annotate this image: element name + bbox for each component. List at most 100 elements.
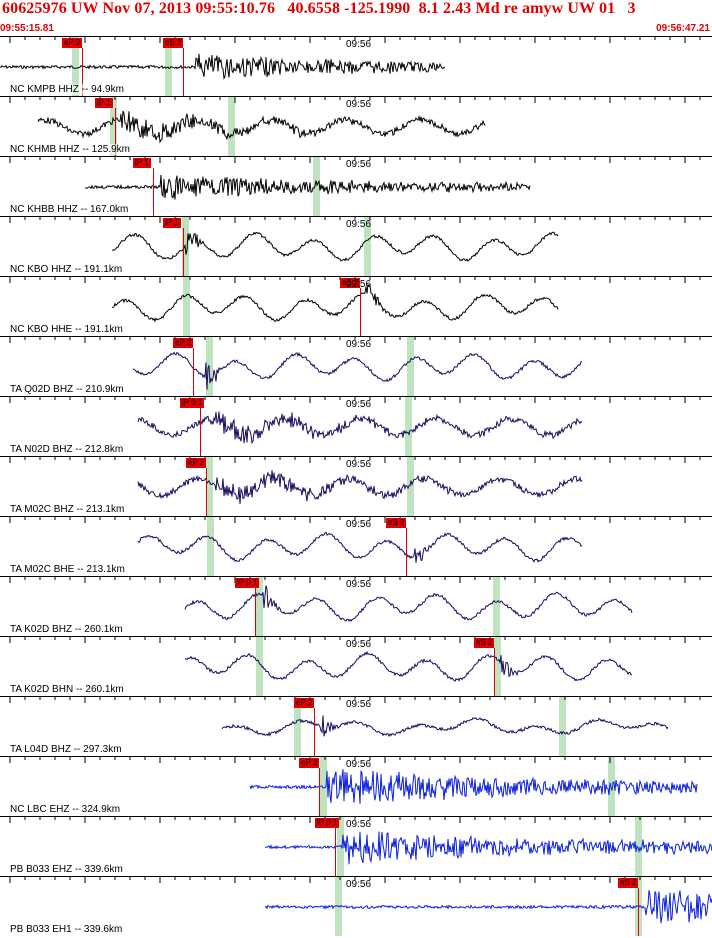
- phase-pick-flag[interactable]: eP 2: [294, 698, 315, 708]
- waveform-trace: [137, 470, 583, 505]
- waveform-trace: [37, 110, 486, 144]
- waveform-trace: [137, 531, 583, 563]
- phase-window-marker: [559, 697, 566, 756]
- trace-panel[interactable]: iP 1 09:56 NC KHMB HHZ -- 125.9km: [0, 96, 712, 156]
- time-tick-label: 09:56: [346, 759, 372, 770]
- phase-window-marker: [493, 577, 500, 636]
- station-label: NC KHMB HHZ -- 125.9km: [10, 144, 131, 155]
- time-start-label: 09:55:15.81: [0, 23, 54, 34]
- station-label: NC KBO HHZ -- 191.1km: [10, 264, 123, 275]
- waveform-trace: [264, 831, 712, 865]
- phase-pick-flag[interactable]: eP 2: [173, 338, 194, 348]
- phase-window-marker: [405, 397, 412, 456]
- trace-panel[interactable]: eP 2 09:56 TA Q02D BHZ -- 210.9km: [0, 336, 712, 396]
- time-tick-label: 09:56: [346, 399, 372, 410]
- waveform-svg: [9, 397, 701, 445]
- phase-pick-line: [319, 768, 320, 816]
- phase-pick-flag[interactable]: eP 2: [62, 38, 83, 48]
- time-tick-label: 09:56: [346, 159, 372, 170]
- phase-pick-line: [115, 108, 116, 156]
- phase-pick-flag[interactable]: eS 2: [618, 878, 639, 888]
- time-tick-label: 09:56: [346, 699, 372, 710]
- trace-panel[interactable]: iP 0 1 09:56 TA N02D BHZ -- 212.8km: [0, 396, 712, 456]
- station-label: TA K02D BHZ -- 260.1km: [10, 624, 123, 635]
- phase-window-marker: [256, 577, 263, 636]
- waveform-svg: [9, 577, 701, 622]
- phase-window-marker: [608, 757, 615, 816]
- time-tick-label: 09:56: [346, 99, 372, 110]
- waveform-trace: [184, 650, 632, 683]
- phase-pick-flag[interactable]: iP 0 1: [315, 818, 340, 828]
- phase-pick-line: [183, 48, 184, 96]
- phase-pick-flag[interactable]: eS 2: [386, 518, 407, 528]
- trace-panel[interactable]: iP 0 1 09:56 PB B033 EHZ -- 339.6km: [0, 816, 712, 876]
- phase-pick-line: [314, 708, 315, 756]
- trace-panel[interactable]: eP 2 09:56 TA M02C BHZ -- 213.1km: [0, 456, 712, 516]
- phase-pick-line: [200, 408, 201, 456]
- waveform-svg: [9, 757, 701, 804]
- phase-pick-flag[interactable]: iP 0 1: [235, 578, 260, 588]
- waveform-svg: [9, 877, 712, 924]
- station-label: PB B033 EHZ -- 339.6km: [10, 864, 123, 875]
- phase-pick-line: [183, 228, 184, 276]
- phase-window-marker: [206, 457, 213, 516]
- waveform-trace: [184, 585, 633, 622]
- phase-pick-flag[interactable]: iP 0 1: [180, 398, 205, 408]
- phase-pick-flag[interactable]: iP 1: [163, 218, 181, 228]
- trace-panel[interactable]: eS 2 09:56 NC KBO HHE -- 191.1km: [0, 276, 712, 336]
- waveform-svg: [9, 817, 712, 865]
- trace-panel[interactable]: eS 2 09:56 TA M02C BHE -- 213.1km: [0, 516, 712, 576]
- phase-pick-flag[interactable]: eS 2: [163, 38, 184, 48]
- trace-panel[interactable]: iP 0 1 09:56 TA K02D BHZ -- 260.1km: [0, 576, 712, 636]
- time-end-label: 09:56:47.21: [656, 23, 710, 34]
- phase-window-marker: [407, 457, 414, 516]
- phase-pick-flag[interactable]: iP 1: [95, 98, 113, 108]
- trace-panel[interactable]: iP 1 09:56 NC KHBB HHZ -- 167.0km: [0, 156, 712, 216]
- trace-panel[interactable]: eS 2 09:56 PB B033 EH1 -- 339.6km: [0, 876, 712, 936]
- phase-window-marker: [635, 817, 642, 876]
- time-tick-label: 09:56: [346, 279, 372, 290]
- trace-panel[interactable]: iP 1 09:56 NC KBO HHZ -- 191.1km: [0, 216, 712, 276]
- phase-pick-line: [494, 648, 495, 696]
- phase-window-marker: [207, 517, 214, 576]
- time-tick-label: 09:56: [346, 639, 372, 650]
- waveform-trace: [112, 231, 559, 262]
- waveform-svg: [9, 157, 701, 200]
- event-title: 60625976 UW Nov 07, 2013 09:55:10.76 40.…: [2, 0, 636, 17]
- station-label: TA M02C BHZ -- 213.1km: [10, 504, 125, 515]
- waveform-trace: [264, 890, 712, 924]
- phase-window-marker: [256, 637, 263, 696]
- station-label: NC LBC EHZ -- 324.9km: [10, 804, 121, 815]
- station-label: NC KHBB HHZ -- 167.0km: [10, 204, 129, 215]
- station-label: NC KBO HHE -- 191.1km: [10, 324, 123, 335]
- phase-window-marker: [183, 277, 190, 336]
- waveform-trace: [84, 174, 531, 200]
- phase-pick-flag[interactable]: iP 1: [133, 158, 151, 168]
- waveform-trace: [0, 53, 446, 80]
- waveform-svg: [9, 217, 701, 262]
- phase-pick-flag[interactable]: eP 2: [299, 758, 320, 768]
- trace-panel[interactable]: eP 2 09:56 TA L04D BHZ -- 297.3km: [0, 696, 712, 756]
- station-label: TA L04D BHZ -- 297.3km: [10, 744, 122, 755]
- time-tick-label: 09:56: [346, 39, 372, 50]
- waveform-svg: [9, 97, 701, 144]
- phase-pick-line: [255, 588, 256, 636]
- phase-window-marker: [228, 97, 235, 156]
- trace-panel[interactable]: eP 2 eS 2 09:56 NC KMPB HHZ -- 94.9km: [0, 36, 712, 96]
- trace-panel[interactable]: eP 2 09:56 NC LBC EHZ -- 324.9km: [0, 756, 712, 816]
- seismogram-panel-stack: eP 2 eS 2 09:56 NC KMPB HHZ -- 94.9km iP 1 09…: [0, 36, 712, 938]
- phase-pick-flag[interactable]: eS 2: [340, 278, 361, 288]
- phase-pick-flag[interactable]: eP 2: [186, 458, 207, 468]
- waveform-trace: [221, 715, 669, 738]
- time-tick-label: 09:56: [346, 339, 372, 350]
- phase-pick-flag[interactable]: eS 2: [474, 638, 495, 648]
- phase-window-marker: [320, 757, 327, 816]
- trace-panel[interactable]: eS 2 09:56 TA K02D BHN -- 260.1km: [0, 636, 712, 696]
- time-tick-label: 09:56: [346, 879, 372, 890]
- phase-pick-line: [153, 168, 154, 216]
- time-tick-label: 09:56: [346, 519, 372, 530]
- phase-window-marker: [110, 97, 117, 156]
- waveform-svg: [9, 337, 701, 390]
- phase-window-marker: [313, 157, 320, 216]
- phase-window-marker: [72, 37, 79, 96]
